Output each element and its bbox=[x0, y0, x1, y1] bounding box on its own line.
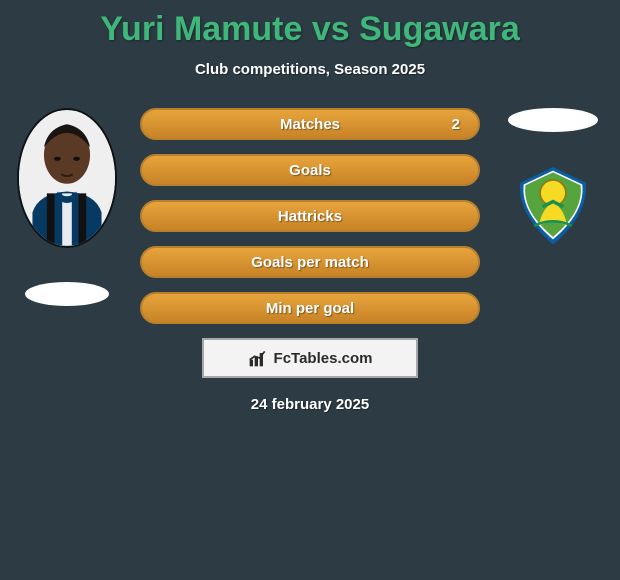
stat-bar-min-per-goal: Min per goal bbox=[140, 292, 480, 324]
barchart-icon bbox=[248, 348, 268, 368]
comparison-row: Matches 2 Goals Hattricks Goals per matc… bbox=[0, 108, 620, 324]
stat-label: Goals per match bbox=[251, 254, 369, 271]
stat-bar-matches: Matches 2 bbox=[140, 108, 480, 140]
player-avatar bbox=[17, 108, 117, 248]
stat-bar-hattricks: Hattricks bbox=[140, 200, 480, 232]
stat-label: Hattricks bbox=[278, 208, 342, 225]
left-player-column bbox=[12, 108, 122, 306]
logo-text: FcTables.com bbox=[274, 350, 373, 367]
page-title: Yuri Mamute vs Sugawara bbox=[0, 10, 620, 49]
left-ellipse bbox=[25, 282, 109, 306]
stat-bar-goals: Goals bbox=[140, 154, 480, 186]
club-crest-icon bbox=[504, 162, 602, 248]
source-logo: FcTables.com bbox=[202, 338, 418, 378]
stats-column: Matches 2 Goals Hattricks Goals per matc… bbox=[140, 108, 480, 324]
stat-label: Matches bbox=[280, 116, 340, 133]
date-line: 24 february 2025 bbox=[0, 396, 620, 413]
right-player-column bbox=[498, 108, 608, 248]
right-ellipse bbox=[508, 108, 598, 132]
stat-bar-goals-per-match: Goals per match bbox=[140, 246, 480, 278]
club-badge bbox=[504, 162, 602, 248]
stat-label: Goals bbox=[289, 162, 331, 179]
subtitle: Club competitions, Season 2025 bbox=[0, 61, 620, 78]
player-portrait-icon bbox=[19, 110, 115, 246]
stat-label: Min per goal bbox=[266, 300, 354, 317]
stat-value: 2 bbox=[452, 116, 460, 133]
